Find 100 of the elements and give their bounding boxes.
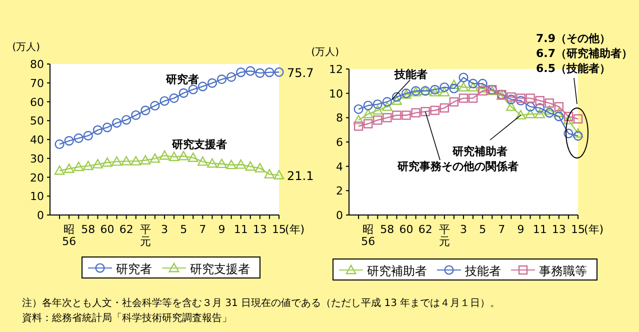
point: [564, 112, 574, 122]
legend-label: 技能者: [464, 264, 501, 278]
y-tick-label: 50: [30, 114, 44, 128]
point: [525, 108, 536, 118]
x-tick-label: 15: [272, 223, 286, 236]
annotation: 研究補助者: [452, 145, 508, 158]
point: [354, 122, 364, 131]
x-tick-label: 5: [180, 223, 188, 236]
point: [102, 122, 112, 132]
point: [353, 114, 364, 124]
x-tick-label: 60: [100, 223, 114, 236]
point: [449, 84, 459, 94]
point: [458, 72, 468, 82]
point: [363, 100, 373, 110]
point: [131, 110, 141, 120]
point: [102, 157, 112, 167]
point: [554, 102, 564, 112]
point: [140, 106, 150, 116]
text: 注）各年次とも人文・社会科学等を含む３月 31 日現在の値である（ただし平成 13 年までは４月１日）。: [22, 297, 500, 309]
point: [83, 130, 93, 141]
point: [236, 159, 246, 169]
point: [535, 103, 545, 113]
annotation: 21.1: [287, 169, 314, 184]
y-tick-label: 4: [336, 160, 343, 174]
point: [449, 97, 459, 106]
point: [392, 110, 402, 120]
point: [274, 170, 284, 180]
point: [468, 82, 478, 92]
legend-label: 研究支援者: [190, 262, 250, 276]
annotation: 研究支援者: [171, 138, 227, 151]
annotation: 6.5（技能者）: [536, 62, 610, 75]
point: [516, 94, 526, 103]
x-tick-label: 13: [552, 223, 566, 236]
x-tick-label: 13: [252, 223, 267, 236]
point: [188, 84, 198, 94]
point: [54, 139, 64, 150]
point: [236, 68, 246, 78]
point: [130, 156, 142, 166]
point: [82, 160, 94, 170]
point: [140, 155, 151, 164]
x-tick-label: 58: [81, 223, 96, 236]
point: [178, 150, 189, 160]
point: [74, 133, 84, 143]
point: [535, 96, 544, 106]
point: [159, 150, 170, 160]
y-tick-label: 60: [30, 96, 44, 109]
x-tick-label: 58: [380, 223, 394, 236]
legend-label: 事務職等: [539, 264, 587, 278]
y-tick-label: 12: [329, 63, 343, 76]
x-tick-label: 昭 56: [62, 223, 76, 248]
point: [362, 108, 374, 118]
x-tick-label: 3: [460, 223, 467, 236]
point: [254, 162, 266, 172]
legend-label: 研究者: [116, 262, 152, 276]
point: [554, 108, 564, 117]
x-tick-label: 平元: [438, 223, 450, 248]
point: [216, 158, 227, 168]
point: [544, 98, 554, 108]
point: [554, 112, 564, 122]
point: [226, 72, 236, 82]
y-tick-label: 0: [37, 209, 44, 222]
point: [264, 169, 275, 178]
point: [506, 102, 516, 111]
point: [468, 78, 478, 88]
x-tick-label: 15: [571, 223, 585, 236]
point: [468, 94, 478, 103]
point: [372, 99, 382, 110]
point: [439, 86, 450, 96]
x-tick-label: 7: [199, 223, 206, 236]
point: [573, 131, 583, 141]
y-tick-label: 20: [30, 171, 44, 184]
point: [544, 105, 555, 115]
point: [274, 67, 284, 77]
y-tick-label: 2: [336, 184, 343, 198]
point: [122, 115, 132, 125]
y-tick-label: 10: [30, 190, 44, 204]
x-tick-label: 9: [517, 223, 524, 236]
annotation: 研究者: [165, 73, 199, 86]
point: [506, 92, 516, 102]
y-tick-label: 6: [336, 136, 343, 149]
point: [150, 153, 160, 163]
point: [382, 102, 392, 111]
point: [572, 128, 584, 138]
point: [420, 106, 430, 116]
y-tick-label: 10: [329, 87, 343, 100]
point: [197, 156, 208, 166]
x-tick-label: 7: [498, 223, 506, 236]
point: [430, 106, 440, 115]
point: [112, 118, 122, 128]
point: [382, 113, 392, 122]
point: [245, 161, 256, 171]
y-axis-title: (万人): [12, 42, 40, 53]
point: [264, 68, 274, 78]
x-tick-label: 62: [418, 223, 432, 236]
x-tick-label: 11: [234, 223, 248, 236]
point: [372, 105, 383, 115]
point: [526, 94, 535, 103]
point: [178, 88, 188, 98]
x-tick-label: 昭 56: [361, 223, 376, 248]
text: 資料：総務省統計局「科学技術研究調査報告」: [22, 312, 232, 324]
